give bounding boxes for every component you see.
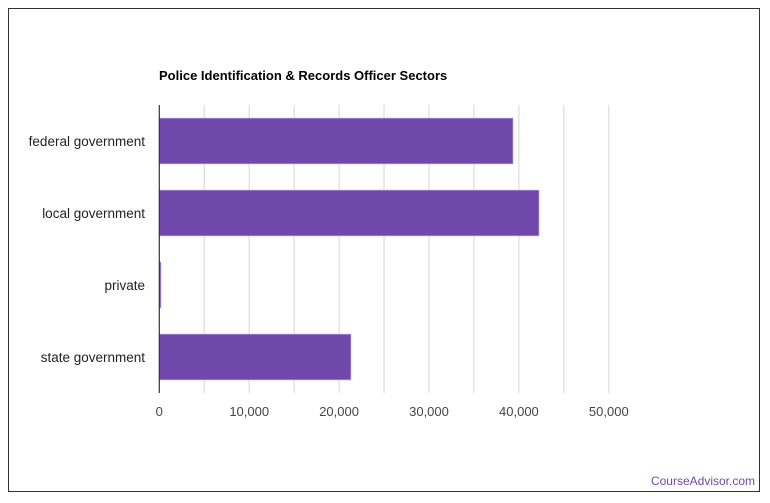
x-tick-label: 20,000 bbox=[319, 404, 359, 419]
category-label: private bbox=[104, 278, 145, 293]
category-label: federal government bbox=[29, 134, 146, 149]
category-label: local government bbox=[42, 206, 145, 221]
x-tick-label: 40,000 bbox=[499, 404, 539, 419]
x-tick-label: 10,000 bbox=[229, 404, 269, 419]
chart-frame bbox=[8, 8, 760, 492]
courseadvisor-link[interactable]: CourseAdvisor.com bbox=[650, 474, 755, 488]
bar-federal-government bbox=[158, 117, 514, 165]
category-label: state government bbox=[41, 350, 146, 365]
bar-state-government bbox=[158, 333, 352, 381]
x-tick-label: 50,000 bbox=[589, 404, 629, 419]
x-tick-label: 30,000 bbox=[409, 404, 449, 419]
x-tick-label: 0 bbox=[156, 404, 163, 419]
bar-local-government bbox=[158, 189, 540, 237]
chart-title: Police Identification & Records Officer … bbox=[159, 68, 448, 83]
